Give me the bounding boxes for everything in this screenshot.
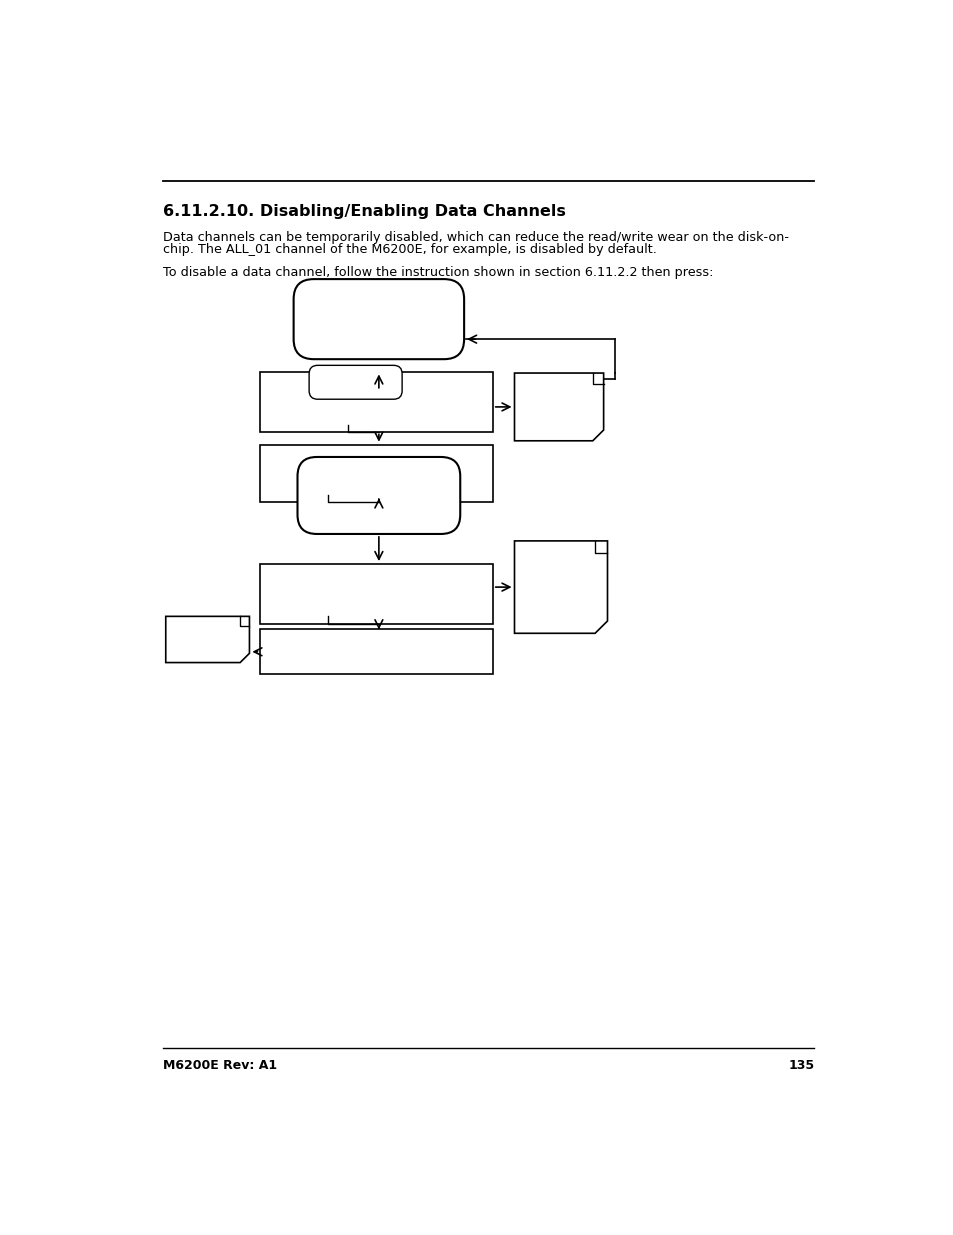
Polygon shape xyxy=(166,616,249,662)
Bar xyxy=(260,630,493,674)
Polygon shape xyxy=(514,541,607,634)
Text: M6200E Rev: A1: M6200E Rev: A1 xyxy=(163,1060,277,1072)
Bar xyxy=(260,564,493,624)
FancyBboxPatch shape xyxy=(294,279,464,359)
Bar xyxy=(260,372,493,431)
Text: To disable a data channel, follow the instruction shown in section 6.11.2.2 then: To disable a data channel, follow the in… xyxy=(163,266,713,279)
Text: chip. The ALL_01 channel of the M6200E, for example, is disabled by default.: chip. The ALL_01 channel of the M6200E, … xyxy=(163,243,657,256)
Text: 135: 135 xyxy=(787,1060,814,1072)
FancyBboxPatch shape xyxy=(297,457,459,534)
Bar xyxy=(260,445,493,503)
Text: Data channels can be temporarily disabled, which can reduce the read/write wear : Data channels can be temporarily disable… xyxy=(163,231,788,243)
FancyBboxPatch shape xyxy=(309,366,402,399)
Text: 6.11.2.10. Disabling/Enabling Data Channels: 6.11.2.10. Disabling/Enabling Data Chann… xyxy=(163,204,566,219)
Polygon shape xyxy=(514,373,603,441)
